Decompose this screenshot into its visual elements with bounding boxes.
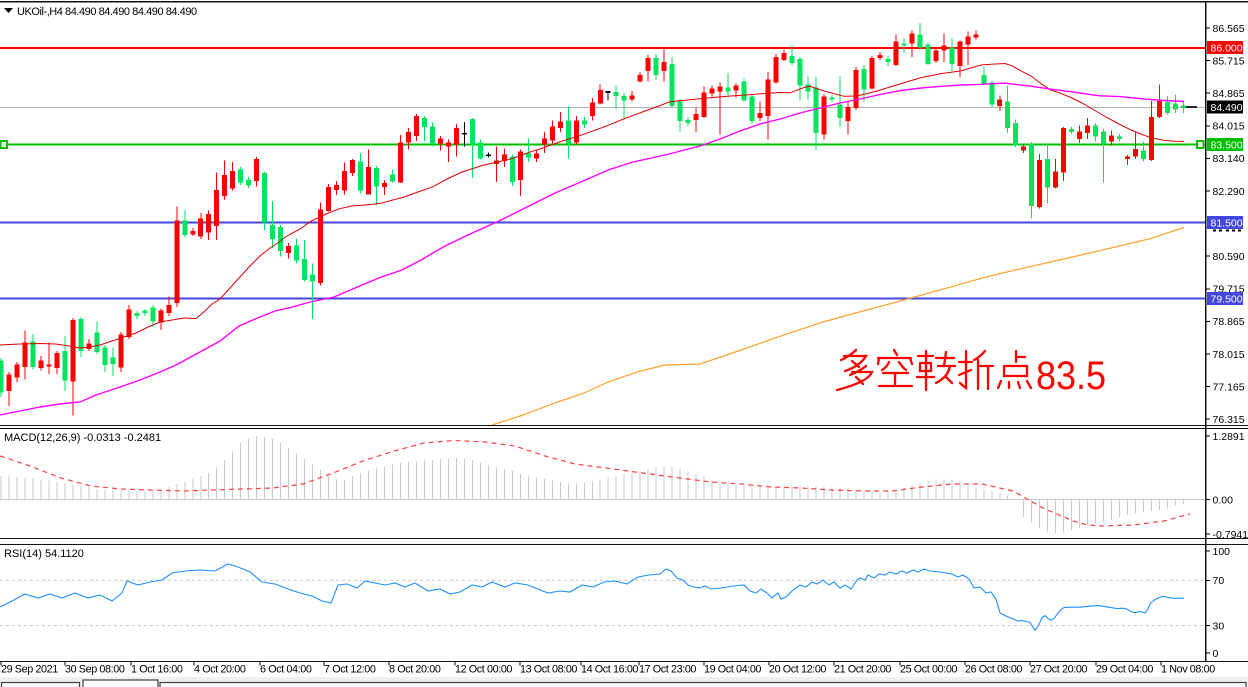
svg-text:78.015: 78.015 (1213, 349, 1245, 361)
svg-text:13 Oct 08:00: 13 Oct 08:00 (520, 664, 577, 676)
svg-text:0: 0 (1213, 648, 1219, 660)
svg-text:77.165: 77.165 (1213, 381, 1245, 393)
svg-text:30 Sep 08:00: 30 Sep 08:00 (65, 664, 125, 676)
svg-text:79.500: 79.500 (1211, 294, 1243, 306)
svg-text:UKOil-,H4 84.490 84.490 84.49: UKOil-,H4 84.490 84.490 84.490 84.490 (17, 6, 197, 18)
svg-text:82.290: 82.290 (1213, 186, 1245, 198)
svg-text:29 Sep 2021: 29 Sep 2021 (1, 664, 58, 676)
svg-text:84.015: 84.015 (1213, 121, 1245, 133)
svg-text:85.715: 85.715 (1213, 55, 1245, 67)
svg-text:83.500: 83.500 (1211, 140, 1243, 152)
svg-text:29 Oct 04:00: 29 Oct 04:00 (1096, 664, 1153, 676)
svg-text:83.140: 83.140 (1213, 153, 1245, 165)
svg-text:26 Oct 08:00: 26 Oct 08:00 (965, 664, 1022, 676)
svg-text:30: 30 (1213, 620, 1225, 632)
svg-text:27 Oct 20:00: 27 Oct 20:00 (1030, 664, 1087, 676)
svg-text:80.590: 80.590 (1213, 251, 1245, 263)
svg-text:14 Oct 16:00: 14 Oct 16:00 (581, 664, 638, 676)
svg-text:86.565: 86.565 (1213, 23, 1245, 35)
svg-text:MACD(12,26,9) -0.0313 -0.2481: MACD(12,26,9) -0.0313 -0.2481 (4, 432, 161, 444)
svg-text:17 Oct 23:00: 17 Oct 23:00 (639, 664, 696, 676)
svg-text:-0.7941: -0.7941 (1213, 529, 1248, 541)
svg-text:84.865: 84.865 (1213, 88, 1245, 100)
svg-text:100: 100 (1213, 546, 1231, 558)
svg-text:1 Oct 16:00: 1 Oct 16:00 (131, 664, 183, 676)
svg-text:78.865: 78.865 (1213, 316, 1245, 328)
svg-text:7 Oct 12:00: 7 Oct 12:00 (324, 664, 376, 676)
svg-text:84.490: 84.490 (1211, 102, 1243, 114)
svg-text:81.500: 81.500 (1211, 218, 1243, 230)
svg-text:12 Oct 00:00: 12 Oct 00:00 (455, 664, 512, 676)
svg-text:RSI(14) 54.1120: RSI(14) 54.1120 (4, 548, 84, 560)
svg-text:70: 70 (1213, 575, 1225, 587)
svg-text:1.2891: 1.2891 (1213, 431, 1245, 443)
svg-text:8 Oct 20:00: 8 Oct 20:00 (389, 664, 441, 676)
svg-text:6 Oct 04:00: 6 Oct 04:00 (260, 664, 312, 676)
svg-text:76.315: 76.315 (1213, 414, 1245, 426)
svg-text:1 Nov 08:00: 1 Nov 08:00 (1161, 664, 1215, 676)
svg-text:25 Oct 00:00: 25 Oct 00:00 (900, 664, 957, 676)
svg-text:19 Oct 04:00: 19 Oct 04:00 (704, 664, 761, 676)
svg-text:20 Oct 12:00: 20 Oct 12:00 (769, 664, 826, 676)
svg-text:0.00: 0.00 (1213, 494, 1234, 506)
svg-text:4 Oct 20:00: 4 Oct 20:00 (194, 664, 246, 676)
svg-text:21 Oct 20:00: 21 Oct 20:00 (834, 664, 891, 676)
svg-text:83.5: 83.5 (1036, 354, 1106, 398)
svg-text:86.000: 86.000 (1211, 43, 1243, 55)
